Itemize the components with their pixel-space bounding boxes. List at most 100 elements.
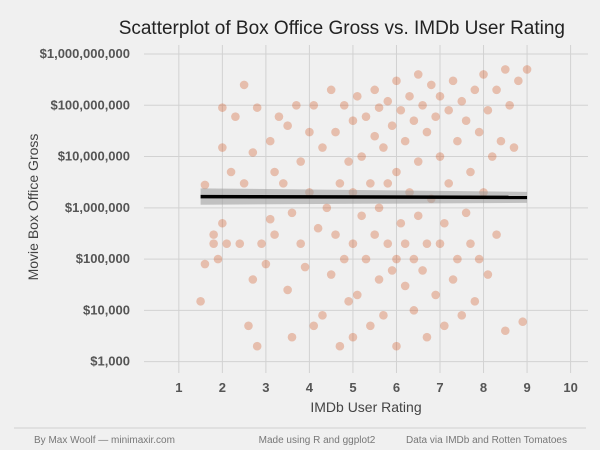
data-point — [244, 321, 253, 331]
x-tick-label: 10 — [563, 380, 577, 395]
data-point — [400, 239, 410, 248]
data-point — [409, 116, 419, 126]
data-point — [374, 103, 384, 112]
data-point — [252, 103, 262, 112]
data-point — [296, 239, 306, 248]
data-point — [218, 218, 227, 228]
data-point — [270, 230, 279, 239]
data-point — [335, 341, 345, 351]
data-point — [440, 321, 449, 331]
data-point — [422, 332, 432, 342]
data-point — [400, 281, 410, 291]
data-point — [374, 203, 384, 213]
x-axis-label: IMDb User Rating — [310, 399, 421, 415]
data-point — [278, 179, 288, 188]
data-point — [248, 275, 258, 284]
data-point — [309, 100, 319, 110]
data-point — [339, 100, 349, 110]
data-point — [200, 180, 210, 190]
data-point — [239, 80, 249, 90]
data-point — [370, 85, 380, 95]
data-point — [413, 157, 423, 166]
data-point — [448, 76, 458, 86]
data-point — [344, 297, 353, 306]
footer-source: Data via IMDb and Rotten Tomatoes — [406, 435, 567, 446]
data-point — [466, 239, 475, 248]
data-point — [418, 100, 427, 110]
data-point — [374, 275, 384, 284]
data-point — [257, 239, 266, 248]
data-point — [383, 96, 393, 106]
data-point — [461, 208, 471, 218]
data-point — [418, 266, 427, 275]
data-point — [431, 112, 440, 121]
x-tick-label: 5 — [349, 380, 356, 395]
data-point — [361, 254, 371, 264]
data-point — [196, 297, 205, 306]
data-point — [226, 167, 236, 177]
data-point — [287, 332, 297, 342]
data-point — [300, 262, 310, 272]
data-point — [422, 127, 432, 137]
data-point — [426, 80, 436, 90]
data-point — [357, 152, 366, 161]
data-point — [379, 311, 388, 320]
data-point — [348, 332, 358, 342]
y-tick-label: $10,000 — [83, 302, 130, 317]
data-point — [366, 179, 375, 188]
data-point — [218, 103, 227, 112]
data-point — [357, 211, 366, 221]
data-point — [387, 121, 397, 130]
data-point — [392, 76, 401, 86]
y-tick-label: $10,000,000 — [58, 149, 130, 164]
data-point — [392, 167, 401, 177]
x-tick-label: 7 — [436, 380, 443, 395]
data-point — [474, 127, 484, 137]
y-tick-label: $1,000 — [90, 354, 130, 369]
data-point — [514, 76, 523, 86]
data-point — [383, 179, 393, 188]
data-point — [444, 179, 454, 188]
data-point — [470, 85, 480, 95]
data-point — [218, 143, 227, 152]
x-tick-label: 3 — [262, 380, 269, 395]
data-point — [370, 230, 380, 239]
footer-tools: Made using R and ggplot2 — [259, 435, 376, 446]
data-point — [392, 254, 401, 264]
data-point — [348, 239, 358, 248]
data-point — [479, 70, 488, 79]
x-tick-label: 6 — [393, 380, 400, 395]
data-point — [348, 116, 358, 126]
data-point — [483, 105, 493, 115]
data-point — [405, 91, 414, 101]
data-point — [252, 341, 262, 351]
data-point — [457, 96, 467, 106]
data-point — [231, 112, 240, 121]
data-point — [435, 91, 445, 101]
data-point — [522, 65, 532, 74]
data-point — [318, 311, 327, 320]
data-point — [283, 121, 292, 130]
data-point — [448, 275, 458, 284]
data-point — [413, 211, 423, 221]
data-point — [400, 136, 410, 146]
x-tick-label: 8 — [480, 380, 487, 395]
data-point — [287, 208, 297, 218]
data-point — [305, 127, 314, 137]
points-layer — [196, 65, 532, 351]
data-point — [352, 91, 362, 101]
data-point — [209, 239, 218, 248]
y-tick-label: $1,000,000 — [65, 200, 130, 215]
data-point — [283, 285, 292, 295]
data-point — [422, 239, 432, 248]
data-point — [440, 218, 449, 228]
data-point — [474, 254, 484, 264]
data-point — [492, 85, 501, 95]
data-point — [457, 311, 467, 320]
x-tick-label: 4 — [306, 380, 314, 395]
data-point — [274, 112, 284, 121]
data-point — [396, 105, 406, 115]
data-point — [352, 290, 362, 300]
